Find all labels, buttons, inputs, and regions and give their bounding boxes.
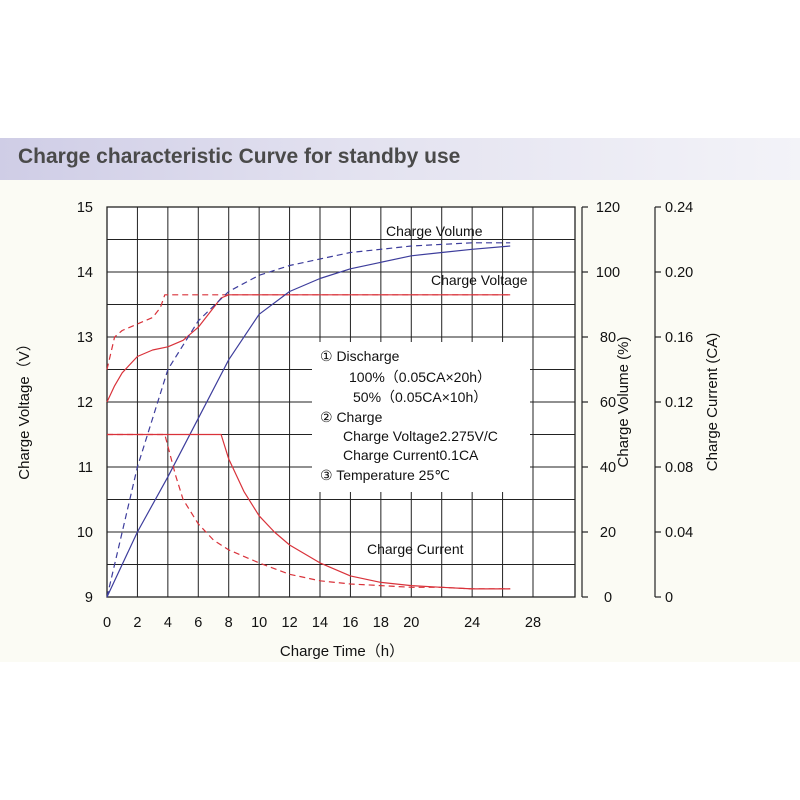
y-tick-label-voltage: 13 — [77, 330, 93, 346]
x-tick-label: 14 — [312, 615, 328, 631]
chart-title: Charge characteristic Curve for standby … — [18, 145, 461, 168]
y-axis-voltage-label: Charge Voltage（V） — [16, 336, 33, 479]
x-tick-label: 2 — [133, 615, 141, 631]
y-tick-label-current: 0.04 — [665, 525, 693, 541]
y-tick-label-volume: 20 — [600, 525, 616, 541]
x-tick-label: 16 — [342, 615, 358, 631]
axes: 0 2 4 6 8 10 12 14 16 18 20 24 281514131211109120100… — [77, 200, 693, 631]
curve-current-50pct — [107, 433, 511, 590]
curve-label-volume: Charge Volume — [386, 223, 483, 239]
y-tick-label-voltage: 12 — [77, 395, 93, 411]
y-tick-label-current: 0.16 — [665, 330, 693, 346]
x-tick-label: 10 — [251, 615, 267, 631]
y-tick-label-volume: 0 — [604, 590, 612, 606]
annotation-line: 100%（0.05CA×20h） — [349, 369, 491, 385]
x-tick-label: 0 — [103, 615, 111, 631]
y-tick-label-volume: 100 — [596, 265, 620, 281]
y-tick-label-current: 0.24 — [665, 200, 693, 216]
y-axis-current-label: Charge Current (CA) — [704, 333, 721, 471]
curve-voltage-100pct — [106, 294, 511, 403]
y-tick-label-volume: 60 — [600, 395, 616, 411]
annotation-line: Charge Current0.1CA — [343, 447, 479, 463]
x-tick-label: 12 — [282, 615, 298, 631]
curve-voltage-50pct — [106, 294, 511, 370]
title-banner: Charge characteristic Curve for standby … — [0, 138, 800, 180]
x-axis-label: Charge Time（h） — [280, 643, 404, 660]
x-tick-label: 4 — [164, 615, 172, 631]
curve-label-voltage: Charge Voltage — [431, 272, 528, 288]
annotation-box — [312, 342, 530, 492]
x-tick-label: 24 — [464, 615, 480, 631]
x-tick-label: 28 — [525, 615, 541, 631]
curve-label-current: Charge Current — [367, 541, 464, 557]
x-tick-label: 18 — [373, 615, 389, 631]
y-axis-volume-label: Charge Volume (%) — [615, 337, 632, 468]
y-tick-label-voltage: 10 — [77, 525, 93, 541]
y-tick-label-volume: 40 — [600, 460, 616, 476]
annotation-line: Charge Voltage2.275V/C — [343, 428, 498, 444]
y-tick-label-volume: 80 — [600, 330, 616, 346]
y-tick-label-voltage: 15 — [77, 200, 93, 216]
y-tick-label-volume: 120 — [596, 200, 620, 216]
y-tick-label-current: 0 — [665, 590, 673, 606]
y-tick-label-voltage: 11 — [78, 460, 93, 476]
curve-volume-50pct — [106, 242, 511, 598]
y-tick-label-current: 0.12 — [665, 395, 693, 411]
y-tick-label-voltage: 14 — [77, 265, 93, 281]
curves — [106, 242, 511, 598]
x-tick-label: 8 — [225, 615, 233, 631]
annotation-line: ③ Temperature 25℃ — [320, 467, 450, 483]
annotation-line: 50%（0.05CA×10h） — [353, 389, 487, 405]
y-tick-label-current: 0.20 — [665, 265, 693, 281]
x-tick-label: 6 — [194, 615, 202, 631]
y-tick-label-current: 0.08 — [665, 460, 693, 476]
annotation-line: ① Discharge — [320, 348, 400, 364]
annotation-line: ② Charge — [320, 409, 383, 425]
x-tick-label: 20 — [403, 615, 419, 631]
y-tick-label-voltage: 9 — [85, 590, 93, 606]
